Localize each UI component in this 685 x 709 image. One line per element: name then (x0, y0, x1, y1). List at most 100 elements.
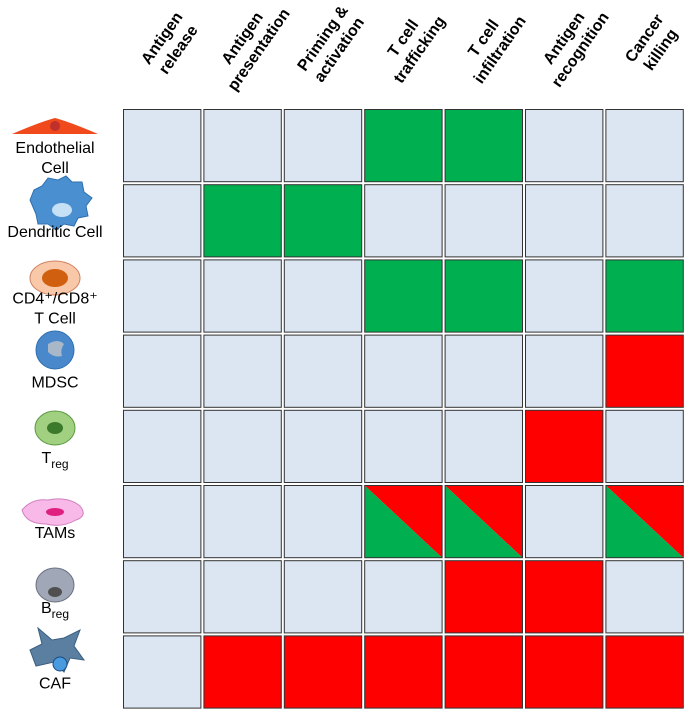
cell (364, 560, 443, 634)
cell (283, 109, 363, 183)
cell-lower (445, 485, 523, 558)
cell (283, 259, 363, 333)
cell (283, 334, 363, 408)
cell-border (444, 485, 524, 559)
row-label-text: TAMs (35, 525, 76, 542)
cell (364, 334, 443, 408)
cell-lower (605, 485, 684, 558)
row-label: CAF (39, 675, 71, 692)
row-label-text: Cell (41, 160, 69, 177)
row-label: Cell (41, 160, 69, 177)
cell (283, 560, 363, 634)
cell (444, 560, 524, 634)
cell (283, 184, 363, 258)
cell (364, 409, 443, 483)
cell (525, 334, 604, 408)
cell-border (364, 485, 443, 559)
breg-icon (35, 567, 75, 603)
cell (605, 259, 684, 333)
row-label: TAMs (35, 525, 76, 542)
cell (203, 259, 282, 333)
nucleus (50, 121, 60, 131)
cell (123, 485, 202, 559)
cell-lower (364, 485, 443, 558)
nucleus (47, 422, 63, 434)
row-label: CD4⁺/CD8⁺ (12, 290, 97, 307)
cell (123, 334, 202, 408)
cell (364, 109, 443, 183)
cell (123, 184, 202, 258)
cell (525, 259, 604, 333)
nucleus (48, 587, 62, 597)
cell (123, 409, 202, 483)
cell (605, 635, 684, 709)
cell (525, 635, 604, 709)
cell (203, 109, 282, 183)
cell (444, 635, 524, 709)
row-label: T Cell (34, 310, 76, 327)
cell (203, 409, 282, 483)
cell (283, 409, 363, 483)
cell (123, 259, 202, 333)
cell (605, 109, 684, 183)
cell (203, 560, 282, 634)
cell (525, 485, 604, 559)
cell (203, 635, 282, 709)
nucleus (42, 269, 68, 287)
cell (605, 184, 684, 258)
cell (444, 259, 524, 333)
cell (444, 109, 524, 183)
cell (203, 334, 282, 408)
row-label: Breg (41, 600, 69, 621)
cell (605, 334, 684, 408)
cell (605, 560, 684, 634)
cell-border (605, 485, 684, 559)
cell (605, 409, 684, 483)
row-label: MDSC (31, 375, 78, 392)
cell (364, 259, 443, 333)
row-label: Dendritic Cell (7, 224, 102, 241)
cell (283, 635, 363, 709)
nucleus (48, 341, 64, 357)
row-label: Endothelial (15, 140, 94, 157)
cell (525, 109, 604, 183)
row-label-text: Dendritic Cell (7, 224, 102, 241)
row-label-text: MDSC (31, 375, 78, 392)
cell (283, 485, 363, 559)
column-header: Priming &activation (295, 2, 368, 85)
cell (444, 409, 524, 483)
cell (123, 635, 202, 709)
cell (203, 485, 282, 559)
cell (525, 560, 604, 634)
cell (525, 184, 604, 258)
cell (364, 184, 443, 258)
cell (123, 560, 202, 634)
cell (203, 184, 282, 258)
row-label-text: CD4⁺/CD8⁺ (12, 290, 97, 307)
cell (444, 184, 524, 258)
row-label-sub: reg (52, 607, 69, 621)
cell (364, 635, 443, 709)
cell (525, 409, 604, 483)
cell-upper (364, 485, 443, 558)
cell (123, 109, 202, 183)
row-label-text: CAF (39, 675, 71, 692)
dendritic-icon (29, 175, 93, 231)
row-label-sub: reg (51, 457, 68, 471)
row-label-text: T (41, 450, 51, 467)
cell (444, 334, 524, 408)
row-label-text: T Cell (34, 310, 76, 327)
nucleus (52, 656, 68, 672)
row-label-text: Endothelial (15, 140, 94, 157)
row-label-text: B (41, 600, 52, 617)
nucleus (52, 203, 72, 217)
cell-upper (445, 485, 523, 558)
cell-icons (12, 118, 98, 673)
